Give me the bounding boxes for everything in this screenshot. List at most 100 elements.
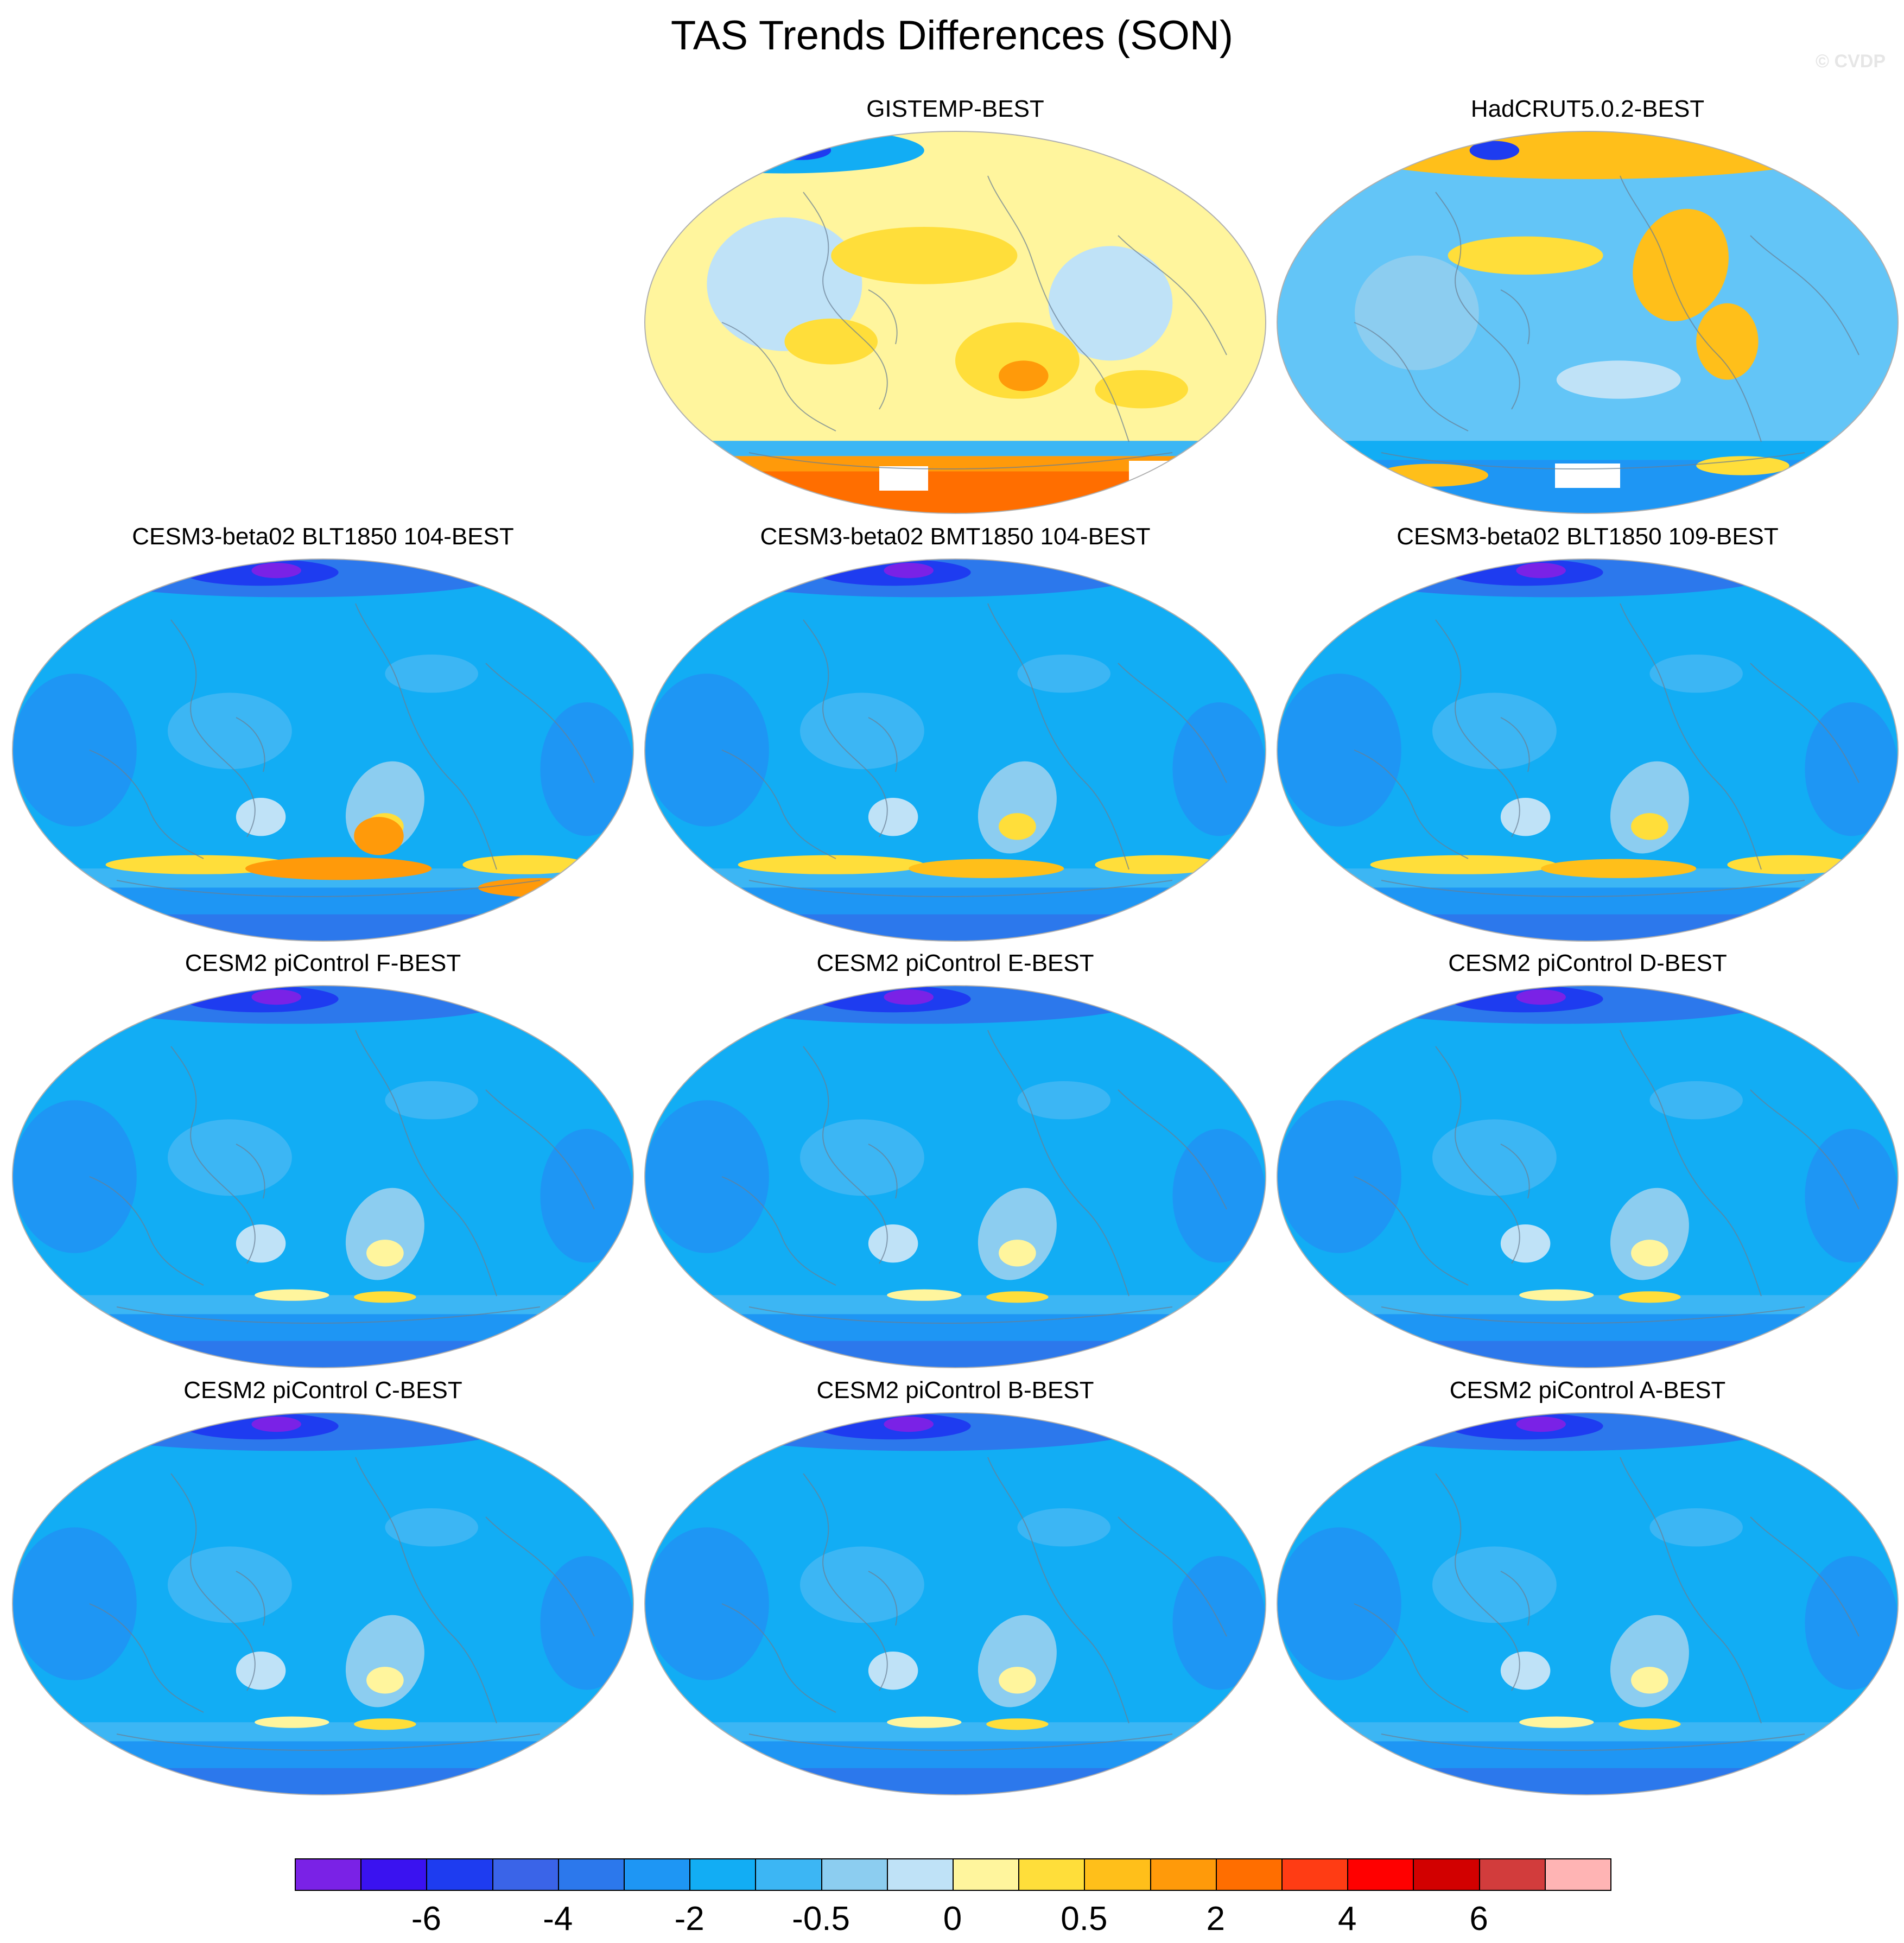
coastline (1750, 663, 1859, 783)
field-patch (978, 761, 1057, 854)
colorbar-swatch (689, 1858, 757, 1891)
colorbar-swatch (1413, 1858, 1480, 1891)
coastline (485, 663, 595, 783)
panel-title: CESM2 piControl A-BEST (1449, 1377, 1726, 1404)
coastline (1381, 1734, 1805, 1751)
colorbar-swatch (1018, 1858, 1086, 1891)
coastline (1354, 1176, 1469, 1286)
coastline (89, 1603, 204, 1713)
field-patch (1631, 1667, 1668, 1694)
colorbar-swatch (1544, 1858, 1611, 1891)
field-patch (884, 989, 934, 1005)
coastline (868, 1144, 898, 1199)
field-patch (868, 1224, 918, 1263)
field-band (1277, 441, 1898, 460)
field-band (1277, 1341, 1898, 1368)
field-patch (345, 1188, 424, 1280)
field-patch (12, 674, 137, 827)
coastline (987, 1457, 1129, 1724)
field-patch (1610, 1615, 1689, 1707)
field-patch (1610, 761, 1689, 854)
field-patch (236, 1224, 286, 1263)
field-patch (1556, 360, 1681, 399)
coastline (1354, 1603, 1469, 1713)
coastline (485, 1516, 595, 1637)
coastline (1118, 1516, 1227, 1637)
panel-title: CESM2 piControl D-BEST (1448, 950, 1727, 976)
map-field (645, 1413, 1266, 1795)
field-patch (168, 1119, 292, 1196)
missing-data (1129, 461, 1172, 482)
field-patch (1696, 456, 1789, 475)
field-patch (999, 1667, 1036, 1694)
coastline (1500, 289, 1530, 345)
coastline (1435, 192, 1520, 410)
field-patch (245, 857, 432, 880)
field-patch (12, 1527, 137, 1680)
coastline (1381, 1306, 1805, 1324)
field-patch (868, 798, 918, 836)
panel-title: CESM3-beta02 BLT1850 109-BEST (1397, 523, 1779, 550)
field-patch (1696, 303, 1759, 380)
panel-title: CESM3-beta02 BLT1850 104-BEST (132, 523, 514, 550)
map-blt104 (12, 558, 634, 942)
map-picD (1277, 985, 1899, 1368)
missing-data (879, 466, 928, 491)
coastline (116, 1306, 541, 1324)
panel-title: CESM3-beta02 BMT1850 104-BEST (760, 523, 1151, 550)
map-outline (644, 985, 1266, 1368)
map-picA (1277, 1412, 1899, 1795)
colorbar-swatch (557, 1858, 625, 1891)
field-patch (1610, 1188, 1689, 1280)
map-outline (644, 558, 1266, 942)
colorbar-swatch (1150, 1858, 1217, 1891)
coastline (868, 1571, 898, 1626)
map-field (12, 1413, 633, 1795)
coastline (1750, 1516, 1859, 1637)
field-patch (1500, 798, 1551, 836)
coastline (1354, 750, 1469, 859)
field-patch (1519, 1716, 1594, 1728)
map-outline (1277, 558, 1899, 942)
map-field (12, 986, 633, 1368)
field-patch (978, 1615, 1057, 1707)
field-patch (168, 1546, 292, 1623)
field-patch (887, 1716, 962, 1728)
field-patch (800, 693, 924, 770)
colorbar-label: 6 (1469, 1900, 1488, 1938)
coastline (1500, 1571, 1530, 1626)
field-patch (800, 1546, 924, 1623)
map-outline (644, 131, 1266, 514)
field-patch (1432, 1119, 1557, 1196)
field-patch (986, 1718, 1049, 1730)
coastline (355, 603, 497, 870)
colorbar-label: -6 (411, 1900, 441, 1938)
coastline (170, 1046, 256, 1264)
colorbar-swatch (755, 1858, 822, 1891)
field-patch (1631, 813, 1668, 840)
field-band (645, 1341, 1266, 1368)
map-outline (12, 1412, 634, 1795)
panel-title: GISTEMP-BEST (866, 96, 1044, 122)
coastline (1620, 603, 1762, 870)
field-patch (1095, 370, 1188, 409)
field-patch (978, 1188, 1057, 1280)
colorbar-label: 2 (1206, 1900, 1226, 1938)
field-patch (255, 1716, 329, 1728)
coastline (721, 750, 836, 859)
coastline (1435, 1046, 1520, 1264)
map-panel-picF: CESM2 piControl F-BEST (8, 949, 638, 1377)
field-patch (251, 989, 301, 1005)
map-picF (12, 985, 634, 1368)
field-patch (236, 1652, 286, 1690)
coastline (485, 1089, 595, 1210)
field-patch (645, 1527, 769, 1680)
field-patch (1432, 693, 1557, 770)
colorbar-swatch (1478, 1858, 1546, 1891)
field-patch (366, 1240, 404, 1267)
map-picB (644, 1412, 1266, 1795)
coastline (803, 192, 888, 410)
coastline (1620, 175, 1762, 442)
map-panel-picC: CESM2 piControl C-BEST (8, 1376, 638, 1805)
coastline (1118, 1089, 1227, 1210)
